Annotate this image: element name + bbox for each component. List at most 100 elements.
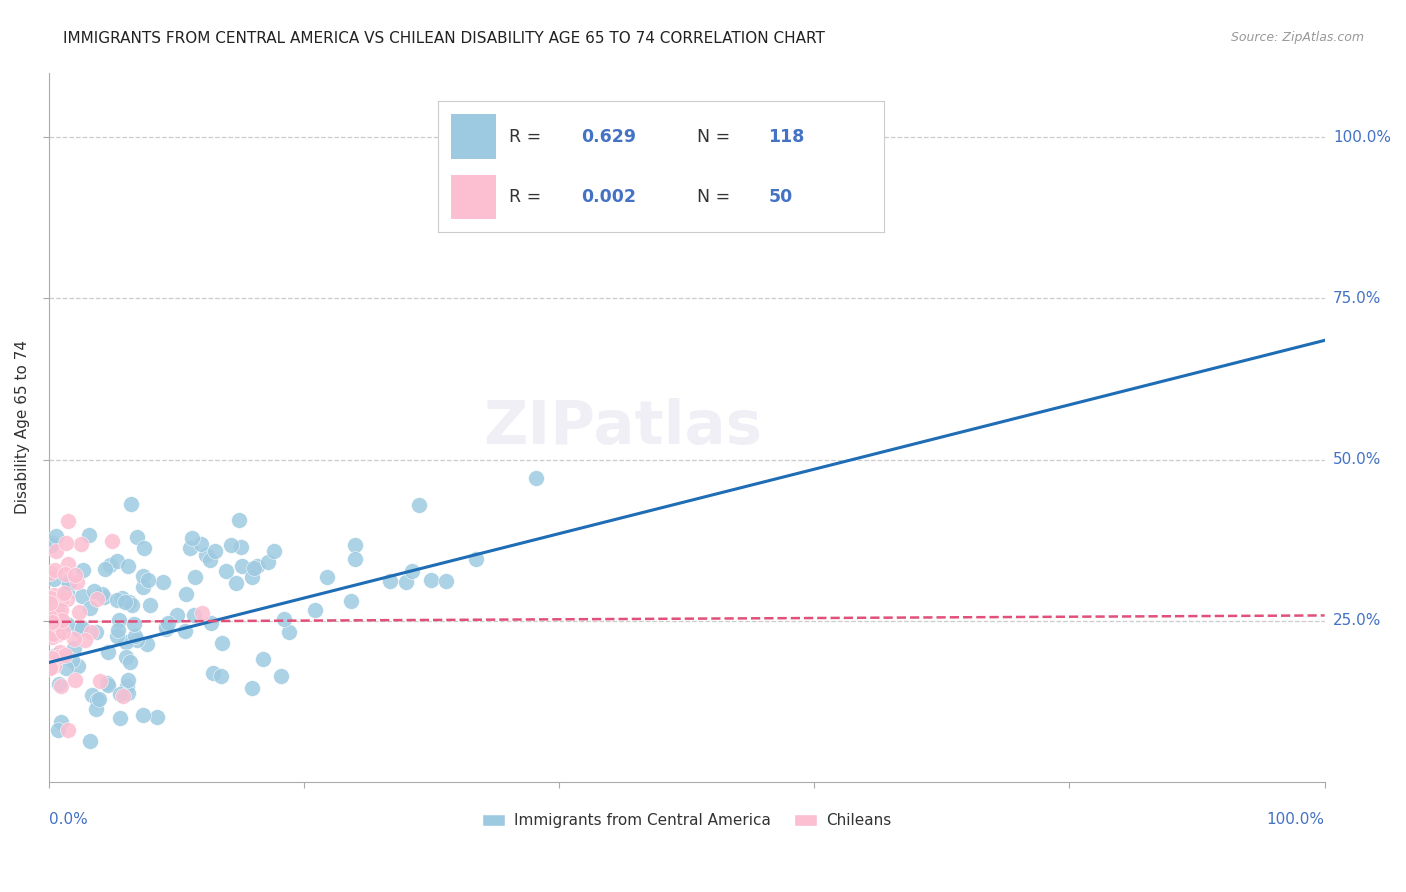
Point xyxy=(41,536,63,550)
Point xyxy=(380,574,402,588)
Point xyxy=(136,573,159,587)
Point xyxy=(343,552,366,566)
Point xyxy=(51,591,73,606)
Point xyxy=(39,596,62,610)
Point xyxy=(117,673,139,688)
Point xyxy=(39,609,62,624)
Point xyxy=(420,573,443,587)
Point xyxy=(51,613,73,627)
Point xyxy=(67,605,90,619)
Point xyxy=(39,538,62,552)
Point xyxy=(72,562,94,576)
Point xyxy=(209,669,232,683)
Point xyxy=(240,570,263,584)
Point xyxy=(228,513,250,527)
Point xyxy=(157,616,180,631)
Point xyxy=(44,588,66,602)
Point xyxy=(41,615,63,629)
Point xyxy=(195,548,218,562)
Point xyxy=(111,591,134,605)
Point xyxy=(304,603,326,617)
Point xyxy=(270,669,292,683)
Point xyxy=(52,586,75,600)
Point xyxy=(118,595,141,609)
Point xyxy=(63,673,86,687)
Point xyxy=(93,591,115,605)
Point xyxy=(55,536,77,550)
Point xyxy=(46,599,69,614)
Point xyxy=(45,648,67,663)
Point xyxy=(114,650,136,665)
Point xyxy=(114,635,136,649)
Legend: Immigrants from Central America, Chileans: Immigrants from Central America, Chilean… xyxy=(477,807,897,834)
Point xyxy=(184,569,207,583)
Point xyxy=(245,558,267,573)
Point xyxy=(49,645,72,659)
Point xyxy=(77,528,100,542)
Point xyxy=(75,632,97,647)
Point xyxy=(252,652,274,666)
Point xyxy=(179,541,201,555)
Point xyxy=(166,607,188,622)
Point xyxy=(395,574,418,589)
Point xyxy=(524,471,547,485)
Point xyxy=(42,658,65,673)
Point xyxy=(408,498,430,512)
Point xyxy=(263,544,285,558)
Point xyxy=(273,612,295,626)
Point xyxy=(63,568,86,582)
Point xyxy=(70,622,93,636)
Point xyxy=(108,687,131,701)
Point xyxy=(46,723,69,737)
Point xyxy=(46,627,69,641)
Point xyxy=(39,660,62,674)
Point xyxy=(229,540,252,554)
Point xyxy=(434,574,457,588)
Point xyxy=(46,628,69,642)
Point xyxy=(96,675,118,690)
Point xyxy=(49,714,72,729)
Point xyxy=(278,624,301,639)
Point xyxy=(105,592,128,607)
Point xyxy=(39,661,62,675)
Point xyxy=(107,613,129,627)
Text: 100.0%: 100.0% xyxy=(1267,813,1324,827)
Point xyxy=(86,692,108,706)
Text: 100.0%: 100.0% xyxy=(1333,130,1391,145)
Point xyxy=(67,624,90,638)
Point xyxy=(121,599,143,613)
Point xyxy=(41,651,63,665)
Point xyxy=(41,630,63,644)
Point xyxy=(204,543,226,558)
Text: Source: ZipAtlas.com: Source: ZipAtlas.com xyxy=(1230,31,1364,45)
Point xyxy=(70,589,93,603)
Point xyxy=(80,624,103,639)
Point xyxy=(46,649,69,664)
Point xyxy=(124,629,146,643)
Point xyxy=(79,734,101,748)
Point xyxy=(152,574,174,589)
Point xyxy=(56,585,79,599)
Point xyxy=(82,689,104,703)
Point xyxy=(132,580,155,594)
Point xyxy=(211,636,233,650)
Point xyxy=(66,658,89,673)
Point xyxy=(39,602,62,616)
Y-axis label: Disability Age 65 to 74: Disability Age 65 to 74 xyxy=(15,341,30,515)
Text: 0.0%: 0.0% xyxy=(49,813,87,827)
Text: 25.0%: 25.0% xyxy=(1333,613,1381,628)
Point xyxy=(42,572,65,586)
Point xyxy=(240,681,263,695)
Point xyxy=(56,592,79,607)
Point xyxy=(91,587,114,601)
Point xyxy=(190,537,212,551)
Point xyxy=(257,556,280,570)
Point xyxy=(58,723,80,738)
Point xyxy=(60,653,83,667)
Point xyxy=(465,552,488,566)
Point xyxy=(401,564,423,578)
Point xyxy=(146,709,169,723)
Point xyxy=(89,674,111,689)
Point xyxy=(231,558,253,573)
Point xyxy=(84,702,107,716)
